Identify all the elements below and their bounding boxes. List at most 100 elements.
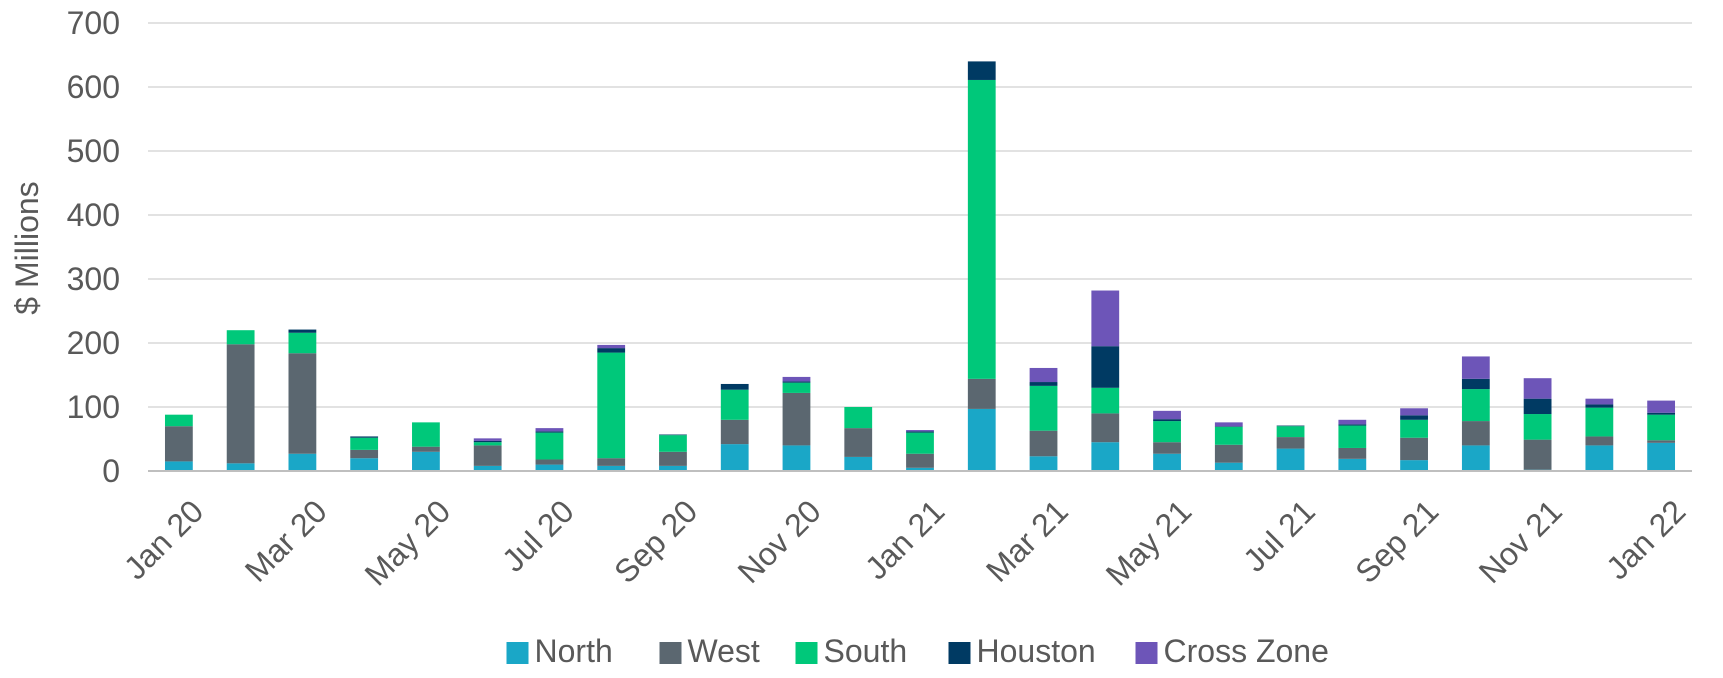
bar-segment	[535, 428, 564, 432]
bar-segment	[967, 61, 996, 80]
bar-segment	[350, 437, 379, 450]
bar-segment	[535, 432, 564, 460]
bar-segment	[597, 348, 626, 353]
y-tick-label: 600	[67, 69, 120, 105]
bar-segment	[1029, 367, 1058, 383]
bar-segment	[720, 419, 749, 445]
bar-segment	[1338, 424, 1367, 426]
legend-label: North	[535, 633, 613, 669]
bar-segment	[1091, 290, 1120, 347]
bar-segment	[1214, 444, 1243, 463]
bar-segment	[1585, 404, 1614, 408]
y-tick-label: 200	[67, 325, 120, 361]
bar-segment	[597, 352, 626, 459]
bar-segment	[1276, 425, 1305, 427]
x-tick-label: Jan 21	[858, 493, 951, 586]
bar-segment	[1461, 378, 1490, 390]
bar-segment	[350, 458, 379, 471]
y-tick-label: 700	[67, 5, 120, 41]
bar-segment	[782, 381, 811, 383]
x-tick-label: Nov 20	[731, 493, 828, 590]
bar-segment	[597, 458, 626, 466]
legend-label: South	[824, 633, 908, 669]
bar-segment	[1029, 456, 1058, 471]
bar-segment	[1523, 414, 1552, 440]
bar-segment	[659, 451, 687, 466]
bar-segment	[226, 463, 255, 471]
bar-segment	[226, 330, 255, 345]
legend-swatch	[795, 642, 818, 664]
bar-segment	[1214, 462, 1243, 471]
x-tick-label: Sep 20	[607, 493, 704, 590]
bar-segment	[226, 344, 255, 464]
bar-segment	[1647, 442, 1676, 471]
bar-segment	[782, 445, 811, 471]
bar-segment	[1029, 382, 1058, 386]
bar-segment	[1338, 447, 1367, 459]
y-tick-label: 300	[67, 261, 120, 297]
bar-segment	[1214, 422, 1243, 427]
bar-segment	[1153, 453, 1181, 471]
bar-segment	[473, 442, 502, 446]
bar-segment	[1091, 346, 1120, 388]
bar-segment	[1276, 426, 1305, 438]
y-tick-label: 400	[67, 197, 120, 233]
x-tick-label: Jan 22	[1599, 493, 1692, 586]
bar-segment	[844, 407, 873, 429]
bar-segment	[1585, 445, 1614, 471]
x-tick-label: Jul 20	[495, 493, 581, 579]
x-tick-label: Nov 21	[1472, 493, 1569, 590]
bar-segment	[597, 465, 626, 471]
bar-segment	[350, 436, 379, 438]
bar-segment	[412, 422, 440, 447]
bar-segment	[659, 435, 687, 452]
bar-segment	[164, 426, 193, 462]
bar-segment	[782, 382, 811, 393]
bar-segment	[1400, 460, 1428, 471]
bar-segment	[1585, 436, 1614, 446]
bar-segment	[1276, 448, 1305, 471]
bar-segment	[844, 456, 873, 471]
bar-segment	[1647, 412, 1676, 415]
bar-segment	[1461, 421, 1490, 446]
bar-segment	[1214, 426, 1243, 445]
bar-segment	[906, 431, 934, 433]
bar-segment	[906, 453, 934, 468]
bar-segment	[659, 434, 687, 436]
bar-segment	[1647, 440, 1676, 443]
bar-segment	[412, 446, 440, 452]
bar-segment	[1585, 398, 1614, 405]
bar-segment	[288, 332, 317, 354]
bar-segment	[288, 453, 317, 471]
x-tick-label: Jan 20	[117, 493, 210, 586]
bar-segment	[844, 428, 873, 457]
bar-segment	[967, 408, 996, 471]
bar-segment	[288, 353, 317, 454]
legend-swatch	[506, 642, 529, 664]
bar-segment	[720, 444, 749, 471]
bar-segment	[1461, 389, 1490, 422]
bar-segment	[473, 465, 502, 471]
bar-segment	[1647, 414, 1676, 441]
x-tick-label: Mar 20	[238, 493, 334, 589]
bar-segment	[720, 383, 749, 390]
legend-swatch	[659, 642, 682, 664]
bar-segment	[350, 449, 379, 459]
bar-segment	[1461, 356, 1490, 379]
bar-segment	[1338, 425, 1367, 448]
bar-segment	[1400, 419, 1428, 438]
bar-segment	[967, 79, 996, 379]
x-tick-label: May 21	[1099, 493, 1199, 593]
bar-segment	[906, 430, 934, 432]
bar-segment	[1029, 385, 1058, 431]
bar-segment	[1338, 419, 1367, 425]
bar-segment	[1153, 421, 1181, 443]
bar-segment	[473, 438, 502, 441]
x-tick-label: Mar 21	[979, 493, 1075, 589]
bar-segment	[1091, 387, 1120, 414]
legend-label: West	[688, 633, 760, 669]
y-tick-label: 0	[102, 453, 120, 489]
bar-segment	[288, 329, 317, 333]
bar-segment	[1400, 437, 1428, 461]
bar-segment	[906, 432, 934, 454]
